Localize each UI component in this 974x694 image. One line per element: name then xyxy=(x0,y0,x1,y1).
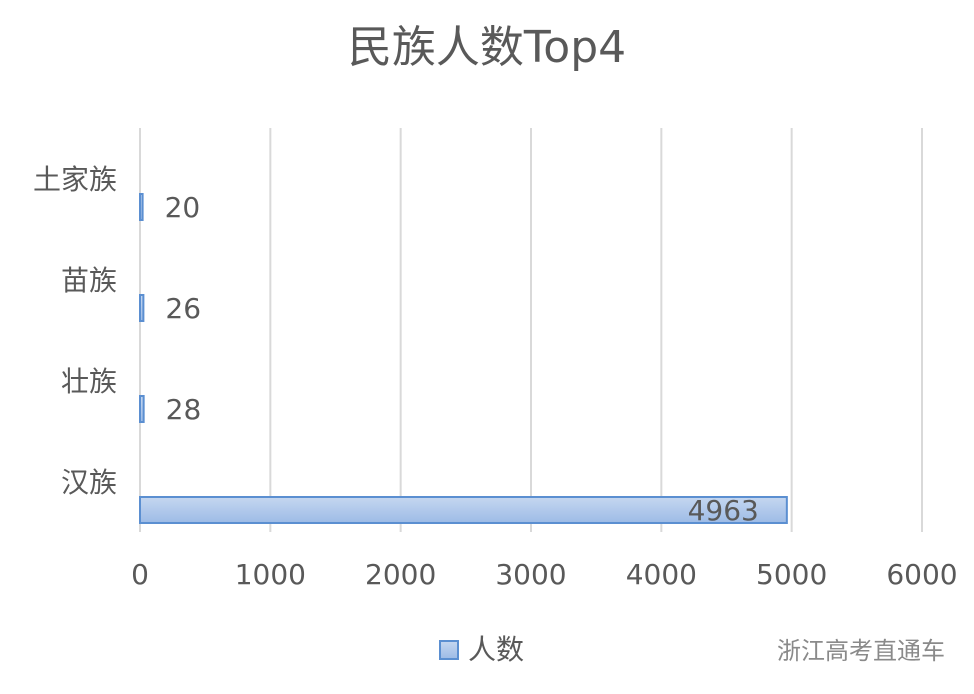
x-tick-label: 6000 xyxy=(886,558,957,591)
x-tick-label: 4000 xyxy=(626,558,697,591)
value-label: 26 xyxy=(165,292,201,325)
bar xyxy=(139,294,145,322)
x-tick-label: 0 xyxy=(131,558,149,591)
value-label: 28 xyxy=(166,393,202,426)
x-tick-label: 1000 xyxy=(235,558,306,591)
bar xyxy=(139,395,145,423)
x-tick-label: 2000 xyxy=(365,558,436,591)
legend-label: 人数 xyxy=(468,633,524,666)
value-label: 4963 xyxy=(688,494,759,527)
legend-swatch xyxy=(439,640,459,660)
y-tick-label: 土家族 xyxy=(33,163,117,196)
x-tick-label: 3000 xyxy=(495,558,566,591)
y-tick-label: 壮族 xyxy=(61,365,117,398)
y-tick-label: 苗族 xyxy=(61,264,117,297)
plot-area: 0 1000 2000 3000 4000 5000 6000 土家族 20 苗族 26 壮族 28 汉族… xyxy=(33,128,958,666)
y-tick-label: 汉族 xyxy=(61,466,117,499)
x-tick-label: 5000 xyxy=(756,558,827,591)
chart-title: 民族人数Top4 xyxy=(348,22,626,73)
bar xyxy=(139,496,788,524)
watermark: 浙江高考直通车 xyxy=(777,637,945,665)
value-label: 20 xyxy=(165,191,201,224)
bar xyxy=(139,193,144,221)
